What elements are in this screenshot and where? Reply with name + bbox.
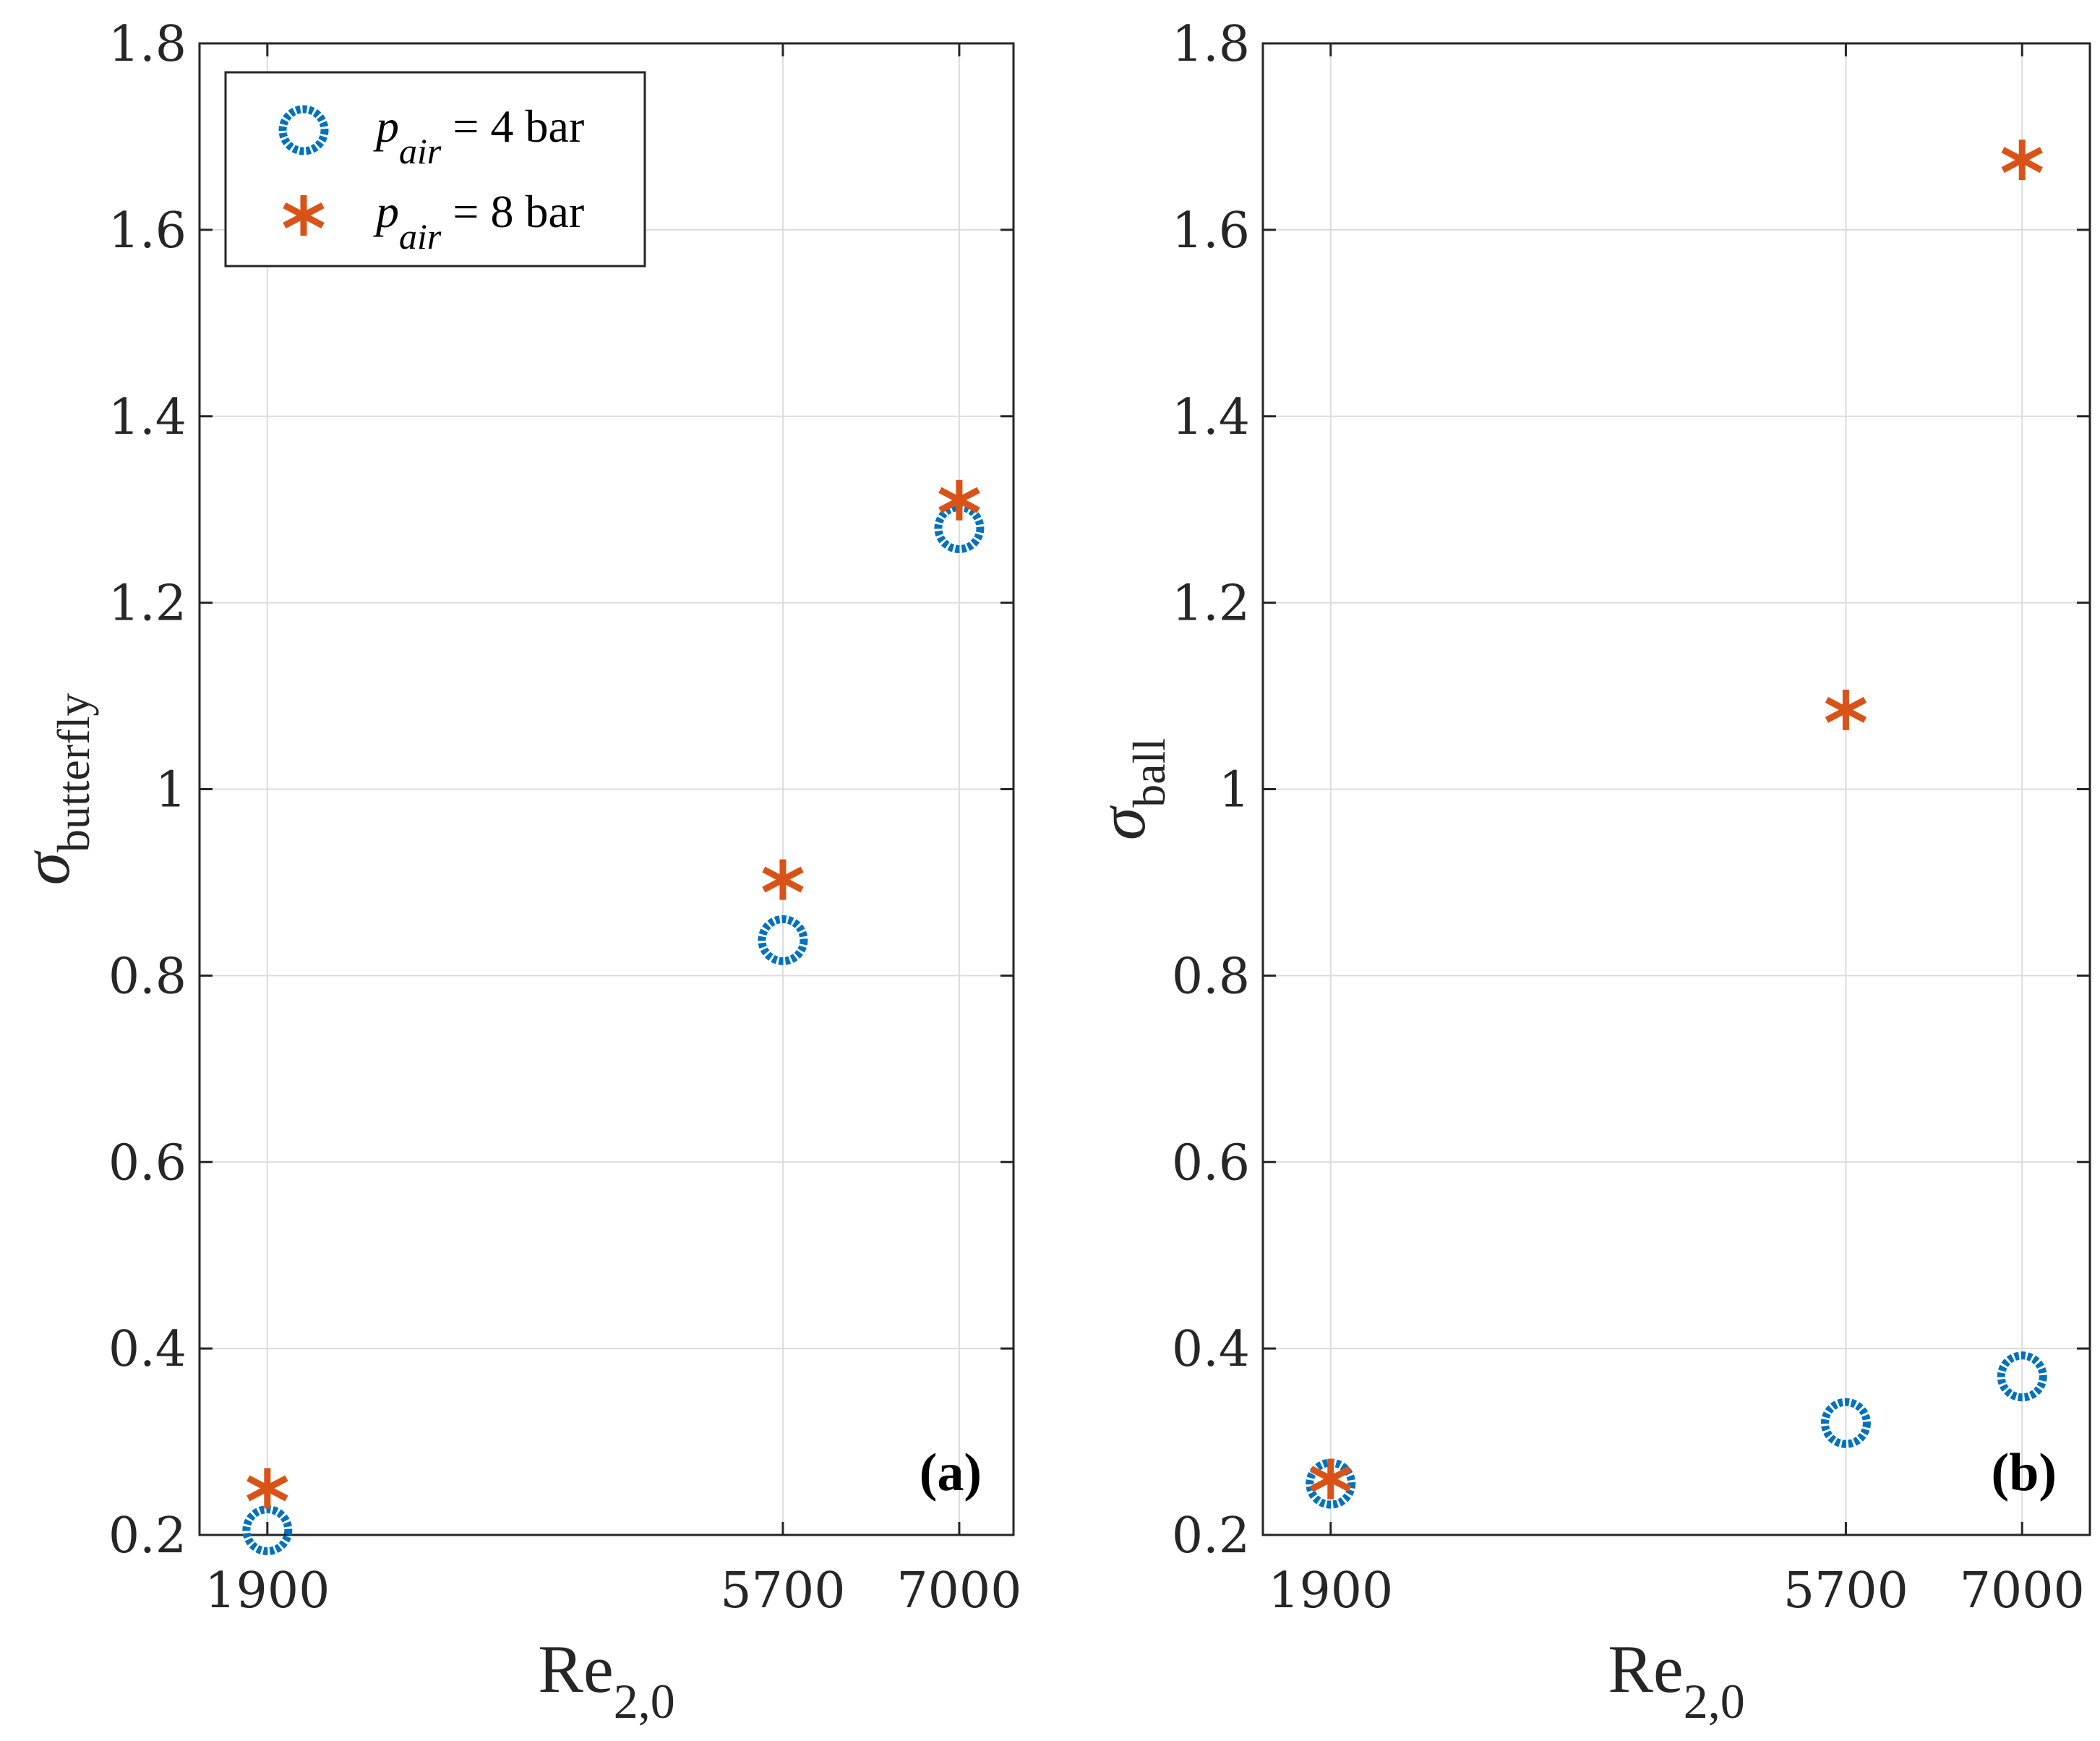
y-tick-label: 0.2 xyxy=(108,1507,187,1565)
data-point-8bar xyxy=(247,1468,288,1509)
legend-marker-4bar xyxy=(278,105,329,155)
data-point-8bar xyxy=(1825,689,1867,730)
y-tick-label: 1.2 xyxy=(1172,576,1250,633)
data-point-4bar xyxy=(1820,1398,1871,1448)
y-tick-label: 0.8 xyxy=(108,948,187,1005)
x-axis-title-main: Re xyxy=(1608,1632,1683,1707)
legend-suffix: = 8 bar xyxy=(441,186,584,237)
y-tick-label: 1.8 xyxy=(1172,16,1250,73)
y-tick-label: 1.2 xyxy=(108,576,187,633)
x-tick-label: 7000 xyxy=(1960,1562,2085,1620)
x-tick-label: 5700 xyxy=(720,1562,845,1620)
data-point-8bar xyxy=(762,859,804,900)
legend-symbol: p xyxy=(373,100,399,152)
legend-box xyxy=(224,71,646,268)
y-tick-label: 1.4 xyxy=(108,389,187,446)
panel-a: 0.2 0.4 0.6 0.8 1 1.2 1.4 1.6 1.8 1900 5700 7000 Re2… xyxy=(9,16,1021,1729)
data-point-4bar xyxy=(758,915,808,965)
x-axis-title: Re2,0 xyxy=(1608,1632,1744,1729)
y-tick-label: 0.2 xyxy=(1172,1507,1250,1565)
legend-subscript: air xyxy=(399,216,442,257)
y-tick-label: 1.6 xyxy=(1172,202,1250,260)
y-tick-label: 1 xyxy=(1219,762,1250,819)
y-axis-title-main: σ xyxy=(1085,805,1159,840)
y-tick-label: 0.4 xyxy=(1172,1321,1250,1378)
x-axis-title-sub: 2,0 xyxy=(1684,1674,1745,1729)
y-tick-label: 0.6 xyxy=(108,1134,187,1192)
y-axis-title-sub: ball xyxy=(1123,738,1175,808)
y-tick-label: 1 xyxy=(155,762,187,819)
data-point-8bar xyxy=(938,479,980,521)
y-tick-label: 0.6 xyxy=(1172,1134,1250,1192)
y-axis-title: σbutterfly xyxy=(9,693,99,886)
y-tick-label: 1.6 xyxy=(108,202,187,260)
y-tick-label: 1.4 xyxy=(1172,389,1250,446)
panel-label: (a) xyxy=(920,1443,982,1502)
y-tick-label: 0.4 xyxy=(108,1321,187,1378)
panel-label: (b) xyxy=(1992,1443,2057,1502)
x-tick-label: 7000 xyxy=(896,1562,1021,1620)
y-axis-title-sub: butterfly xyxy=(48,693,99,852)
legend-marker-8bar xyxy=(283,195,325,236)
y-tick-label: 0.8 xyxy=(1172,948,1250,1005)
y-tick-label: 1.8 xyxy=(108,16,187,73)
legend-suffix: = 4 bar xyxy=(441,100,584,152)
data-point-8bar xyxy=(1310,1458,1352,1500)
y-axis-title: σball xyxy=(1085,738,1175,840)
data-point-4bar xyxy=(242,1505,293,1556)
legend-subscript: air xyxy=(399,131,442,171)
panel-b: 0.2 0.4 0.6 0.8 1 1.2 1.4 1.6 1.8 1900 5700 7000 Re2… xyxy=(1085,16,2091,1729)
legend-label: pair = 8 bar xyxy=(373,186,584,257)
x-tick-label: 1900 xyxy=(205,1562,330,1620)
x-tick-label: 5700 xyxy=(1783,1562,1908,1620)
x-tick-label: 1900 xyxy=(1268,1562,1393,1620)
legend-label: pair = 4 bar xyxy=(373,100,584,171)
y-axis-title-main: σ xyxy=(9,850,83,885)
x-axis-title-sub: 2,0 xyxy=(614,1674,675,1729)
x-axis-title-main: Re xyxy=(538,1632,613,1707)
x-axis-title: Re2,0 xyxy=(538,1632,674,1729)
legend-symbol: p xyxy=(373,186,399,237)
data-point-4bar xyxy=(1997,1351,2047,1402)
data-point-8bar xyxy=(2001,140,2043,181)
